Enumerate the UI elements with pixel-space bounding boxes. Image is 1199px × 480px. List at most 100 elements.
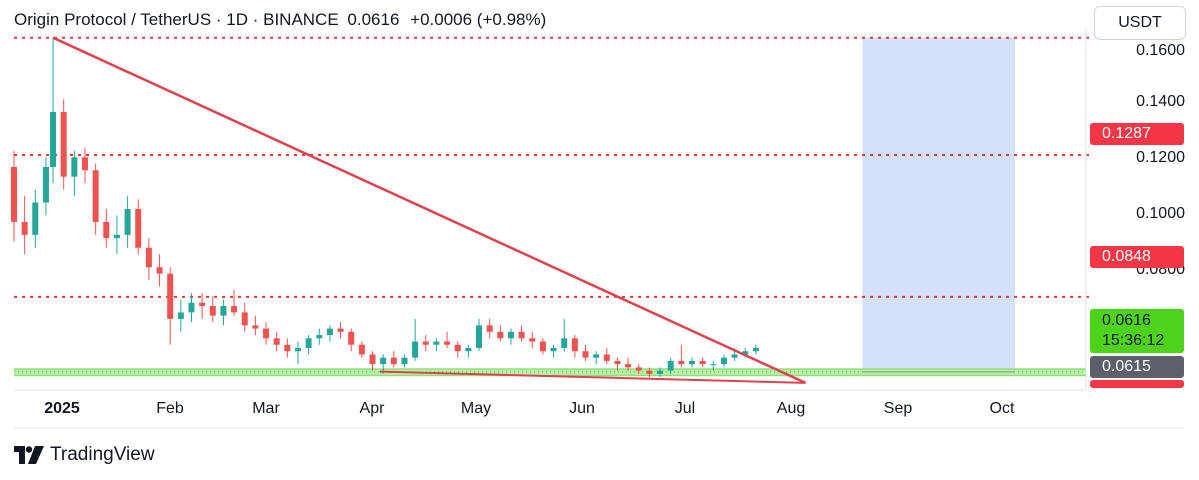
candle-body xyxy=(199,302,206,306)
candle-body xyxy=(42,166,49,203)
tradingview-logo-icon xyxy=(14,446,44,464)
candle-body xyxy=(720,357,727,365)
candle-body xyxy=(614,360,621,365)
candle-body xyxy=(103,221,110,239)
candle-body xyxy=(646,370,653,374)
candle-body xyxy=(145,247,152,268)
candle-body xyxy=(358,344,365,355)
candle-body xyxy=(422,341,429,345)
candle-body xyxy=(316,335,323,339)
candle-body xyxy=(657,370,664,374)
price-label: 0.1200 xyxy=(1136,149,1185,166)
candle-body xyxy=(220,305,227,316)
candle-body xyxy=(593,354,600,358)
candle-body xyxy=(209,305,216,316)
currency-unit-button[interactable]: USDT xyxy=(1094,6,1186,40)
candle-body xyxy=(412,341,419,358)
candle-body xyxy=(81,157,88,171)
candle-body xyxy=(710,364,717,366)
time-label: Oct xyxy=(989,400,1015,417)
candle-body xyxy=(50,112,57,167)
time-label: Jul xyxy=(674,400,696,417)
candle-body xyxy=(241,312,248,326)
candle-body xyxy=(635,367,642,371)
candle-body xyxy=(177,312,184,319)
profit-zone xyxy=(862,37,1016,372)
time-label: Mar xyxy=(252,400,280,417)
candle-body xyxy=(486,325,493,332)
candle-body xyxy=(156,267,163,274)
price-label: 0.1400 xyxy=(1136,93,1185,110)
time-label: Aug xyxy=(776,400,806,417)
candle-body xyxy=(561,338,568,348)
candle-body xyxy=(678,360,685,365)
candle-body xyxy=(326,328,333,336)
time-label: Feb xyxy=(156,400,184,417)
candle-body xyxy=(369,354,376,365)
candle-body xyxy=(667,360,674,371)
candle-body xyxy=(497,331,504,339)
time-label: Jun xyxy=(569,400,595,417)
stop-tag-partial xyxy=(1090,380,1184,388)
last-price-tag: 0.0616 15:36:12 xyxy=(1090,309,1184,353)
candle-body xyxy=(32,202,39,235)
candle-body xyxy=(92,170,99,222)
candle-body xyxy=(305,338,312,348)
candle-body xyxy=(124,209,131,235)
candle-body xyxy=(284,344,291,352)
symbol-title[interactable]: Origin Protocol / TetherUS · 1D · BINANC… xyxy=(14,10,339,29)
candle-body xyxy=(21,221,28,235)
tradingview-brand[interactable]: TradingView xyxy=(14,444,155,466)
time-label: May xyxy=(460,400,492,417)
candle-body xyxy=(625,364,632,368)
brand-name: TradingView xyxy=(50,444,155,465)
candle-body xyxy=(582,351,589,358)
candle-body xyxy=(401,357,408,365)
price-label: 0.1000 xyxy=(1136,205,1185,222)
bar-countdown: 15:36:12 xyxy=(1102,332,1165,349)
candle-body xyxy=(188,302,195,313)
candle-body xyxy=(699,360,706,365)
time-label: Apr xyxy=(359,400,385,417)
level-tag-top: 0.1287 xyxy=(1090,123,1184,145)
candle-body xyxy=(571,338,578,352)
candle-body xyxy=(454,344,461,352)
candle-body xyxy=(752,347,759,352)
candle-body xyxy=(433,341,440,345)
candle-body xyxy=(742,351,749,355)
descending-trendline xyxy=(52,36,807,385)
candle-body xyxy=(507,331,514,339)
candle-body xyxy=(60,112,67,177)
candle-body xyxy=(273,338,280,345)
candle-body xyxy=(539,341,546,352)
candle-body xyxy=(476,325,483,348)
candle-body xyxy=(348,331,355,345)
candle-body xyxy=(263,328,270,339)
price-label: 0.1600 xyxy=(1136,42,1185,59)
candle-body xyxy=(550,347,557,352)
time-label: 2025 xyxy=(44,400,80,417)
candle-body xyxy=(71,157,78,177)
candle-body xyxy=(337,328,344,332)
level-tag-mid: 0.0848 xyxy=(1090,246,1184,268)
header-change: +0.0006 (+0.98%) xyxy=(410,10,547,29)
lower-trendline xyxy=(379,370,806,384)
candle-body xyxy=(529,338,536,342)
last-price-value: 0.0616 xyxy=(1102,312,1151,329)
header-price: 0.0616 xyxy=(347,10,400,29)
symbol-header[interactable]: Origin Protocol / TetherUS · 1D · BINANC… xyxy=(14,10,546,30)
candle-body xyxy=(11,166,17,222)
support-tag: 0.0615 xyxy=(1090,356,1184,378)
candle-body xyxy=(167,273,174,319)
candle-body xyxy=(465,347,472,352)
time-label: Sep xyxy=(883,400,913,417)
candle-body xyxy=(688,360,695,365)
candle-body xyxy=(603,354,610,361)
candle-body xyxy=(135,209,142,248)
candle-body xyxy=(390,357,397,365)
candle-body xyxy=(231,305,238,313)
candle-body xyxy=(518,331,525,339)
candle-body xyxy=(113,234,120,239)
candle-body xyxy=(294,347,301,352)
